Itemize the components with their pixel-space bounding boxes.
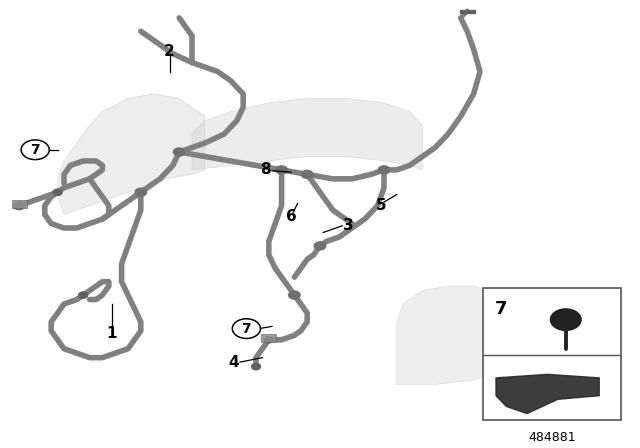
Circle shape	[264, 336, 273, 343]
Circle shape	[173, 148, 185, 156]
Circle shape	[79, 292, 88, 298]
Text: 8: 8	[260, 162, 271, 177]
Bar	[483, 289, 621, 420]
Text: 1: 1	[107, 326, 117, 340]
Circle shape	[378, 166, 390, 174]
Bar	[261, 334, 276, 342]
Circle shape	[21, 140, 49, 159]
Circle shape	[289, 291, 300, 299]
Bar	[12, 200, 27, 208]
Circle shape	[232, 319, 260, 338]
Polygon shape	[58, 94, 205, 215]
Circle shape	[301, 170, 313, 178]
Text: 7: 7	[30, 143, 40, 157]
Circle shape	[550, 309, 581, 330]
Circle shape	[13, 202, 25, 210]
Polygon shape	[192, 99, 422, 170]
Circle shape	[53, 189, 62, 195]
Text: 7: 7	[495, 300, 508, 318]
Circle shape	[135, 188, 147, 196]
Circle shape	[252, 363, 260, 370]
Text: 7: 7	[241, 322, 252, 336]
Text: 3: 3	[344, 218, 354, 233]
Text: 5: 5	[376, 198, 386, 213]
Polygon shape	[496, 375, 599, 414]
Circle shape	[276, 166, 287, 174]
Polygon shape	[397, 286, 512, 384]
Bar	[460, 10, 475, 13]
Text: 484881: 484881	[528, 431, 576, 444]
Text: 6: 6	[286, 209, 296, 224]
Text: 2: 2	[164, 44, 175, 59]
Circle shape	[314, 242, 326, 250]
Text: 4: 4	[228, 355, 239, 370]
